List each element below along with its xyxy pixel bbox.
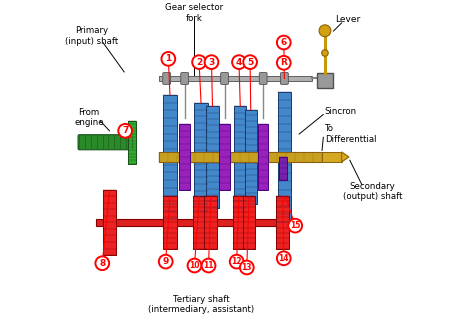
FancyBboxPatch shape [163, 73, 171, 84]
Text: R: R [280, 58, 287, 67]
Polygon shape [342, 152, 349, 162]
Text: 8: 8 [99, 259, 105, 268]
Text: 15: 15 [290, 221, 301, 230]
Bar [219, 124, 230, 190]
Text: From
engine: From engine [74, 108, 104, 128]
Circle shape [277, 36, 291, 49]
Bar [279, 157, 287, 180]
Bar [163, 196, 177, 249]
Text: Sincron: Sincron [325, 107, 357, 116]
Text: Gear selector
fork: Gear selector fork [165, 3, 223, 23]
Bar [180, 124, 190, 190]
Text: Primary
(input) shaft: Primary (input) shaft [65, 26, 118, 46]
Text: 12: 12 [231, 257, 242, 266]
Text: Tertiary shaft
(intermediary, assistant): Tertiary shaft (intermediary, assistant) [148, 295, 254, 315]
Bar [278, 92, 291, 222]
Circle shape [201, 259, 215, 272]
Text: Secondary
(output) shaft: Secondary (output) shaft [343, 181, 402, 201]
Circle shape [188, 259, 201, 272]
Text: 5: 5 [247, 58, 253, 67]
FancyBboxPatch shape [281, 73, 288, 84]
Circle shape [162, 52, 175, 66]
Text: Lever: Lever [335, 15, 360, 24]
Text: 14: 14 [279, 254, 289, 263]
Bar [158, 76, 312, 81]
FancyBboxPatch shape [259, 73, 267, 84]
Circle shape [319, 25, 331, 37]
Circle shape [205, 55, 219, 69]
Bar [158, 152, 322, 162]
Bar [204, 196, 218, 249]
Text: 7: 7 [122, 126, 128, 135]
Bar [233, 196, 245, 249]
Circle shape [277, 56, 291, 70]
Circle shape [192, 55, 206, 69]
FancyBboxPatch shape [78, 135, 133, 150]
Bar [102, 190, 116, 255]
Circle shape [118, 124, 132, 138]
Text: 11: 11 [203, 261, 214, 270]
Bar [258, 124, 268, 190]
Circle shape [288, 219, 302, 232]
Bar [276, 196, 289, 249]
Bar [128, 121, 136, 164]
Text: 6: 6 [281, 38, 287, 47]
Text: 2: 2 [196, 58, 202, 67]
Circle shape [95, 256, 109, 270]
Circle shape [277, 251, 291, 265]
Bar [234, 106, 246, 208]
Text: 4: 4 [236, 58, 242, 67]
Text: 10: 10 [189, 261, 200, 270]
Bar [96, 219, 298, 226]
FancyBboxPatch shape [181, 73, 189, 84]
Circle shape [322, 50, 328, 56]
FancyBboxPatch shape [317, 73, 333, 88]
Text: 1: 1 [165, 54, 172, 63]
Bar [163, 95, 177, 219]
Bar [322, 152, 342, 162]
FancyBboxPatch shape [221, 73, 228, 84]
Circle shape [159, 255, 173, 268]
Bar [245, 110, 257, 204]
Circle shape [243, 55, 257, 69]
Text: 3: 3 [209, 58, 215, 67]
Circle shape [240, 261, 254, 274]
Text: 13: 13 [242, 263, 252, 272]
Circle shape [232, 55, 246, 69]
Bar [194, 103, 208, 211]
Text: 9: 9 [163, 257, 169, 266]
Circle shape [230, 255, 244, 268]
Bar [243, 196, 255, 249]
Text: To
Differenttial: To Differenttial [325, 124, 376, 144]
Bar [206, 106, 219, 208]
Bar [193, 196, 206, 249]
